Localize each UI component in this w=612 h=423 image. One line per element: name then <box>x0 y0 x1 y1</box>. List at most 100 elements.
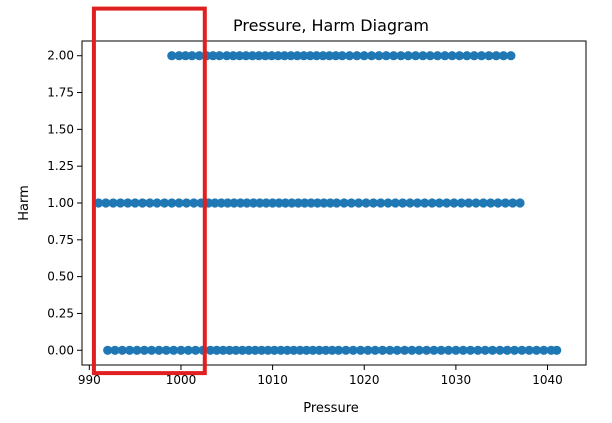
data-point <box>319 198 329 208</box>
data-point <box>176 345 186 355</box>
data-point <box>524 345 534 355</box>
x-tick-label: 990 <box>78 373 101 387</box>
data-point <box>254 51 264 61</box>
data-point <box>451 345 461 355</box>
data-point <box>493 198 503 208</box>
data-point <box>312 198 323 208</box>
data-point <box>159 198 170 208</box>
data-point <box>282 345 292 355</box>
data-point <box>191 345 201 355</box>
data-point <box>312 51 322 61</box>
data-point <box>212 345 222 355</box>
data-point <box>235 198 246 208</box>
data-point <box>101 198 111 208</box>
y-tick-label: 0.50 <box>47 270 74 284</box>
data-point <box>123 198 133 208</box>
data-point <box>359 51 369 61</box>
x-tick-label: 1030 <box>441 373 472 387</box>
data-point <box>427 198 437 208</box>
data-point <box>383 198 393 208</box>
data-point <box>273 51 283 61</box>
data-point <box>337 51 347 61</box>
data-point <box>478 198 488 208</box>
data-point <box>361 198 371 208</box>
data-point <box>115 198 126 208</box>
data-point <box>214 51 225 61</box>
data-point <box>500 198 510 208</box>
data-point <box>292 51 302 61</box>
data-point <box>429 345 439 355</box>
data-point <box>396 51 406 61</box>
data-point <box>167 198 177 208</box>
data-point <box>422 345 432 355</box>
data-point <box>405 198 415 208</box>
data-point <box>381 51 391 61</box>
data-point <box>334 345 344 355</box>
data-point <box>325 198 335 208</box>
data-point <box>412 198 422 208</box>
data-point <box>476 51 487 61</box>
y-tick-label: 0.75 <box>47 233 74 247</box>
data-point <box>318 51 328 61</box>
data-point <box>181 198 192 208</box>
data-point <box>411 51 421 61</box>
data-point <box>194 51 204 61</box>
data-point <box>224 345 235 355</box>
data-point <box>286 51 296 61</box>
data-point <box>187 51 197 61</box>
data-point <box>218 345 228 355</box>
data-point <box>154 345 164 355</box>
data-point <box>229 198 239 208</box>
x-tick-label: 1040 <box>532 373 563 387</box>
data-point <box>491 51 501 61</box>
data-point <box>242 198 252 208</box>
data-point <box>374 51 384 61</box>
data-point <box>189 198 199 208</box>
x-tick-label: 1020 <box>349 373 380 387</box>
data-point <box>248 198 258 208</box>
data-point <box>531 345 542 355</box>
data-point <box>250 345 260 355</box>
data-point <box>132 345 142 355</box>
data-point <box>210 198 220 208</box>
data-point <box>509 345 520 355</box>
data-point <box>152 198 162 208</box>
data-point <box>515 198 525 208</box>
data-point <box>390 198 400 208</box>
data-point <box>346 198 356 208</box>
data-point <box>331 51 341 61</box>
data-point <box>443 345 454 355</box>
data-point <box>378 345 388 355</box>
y-tick-label: 1.00 <box>47 196 74 210</box>
data-point <box>442 198 452 208</box>
plot-area <box>93 51 562 355</box>
y-tick-label: 2.00 <box>47 49 74 63</box>
data-point <box>167 51 177 61</box>
data-point <box>223 198 233 208</box>
data-point <box>465 345 476 355</box>
data-point <box>308 345 318 355</box>
series-harm-0 <box>103 345 562 355</box>
data-point <box>274 198 284 208</box>
data-point <box>425 51 435 61</box>
data-point <box>552 345 562 355</box>
y-tick-label: 0.00 <box>47 343 74 357</box>
data-point <box>502 345 512 355</box>
data-point <box>464 198 474 208</box>
data-point <box>161 345 171 355</box>
data-point <box>103 345 113 355</box>
data-point <box>332 198 342 208</box>
data-point <box>385 345 395 355</box>
y-tick-label: 0.25 <box>47 306 74 320</box>
data-point <box>301 345 312 355</box>
data-point <box>305 51 315 61</box>
data-point <box>306 198 316 208</box>
data-point <box>434 198 444 208</box>
data-point <box>368 198 378 208</box>
data-point <box>348 345 358 355</box>
data-point <box>228 51 238 61</box>
data-point <box>269 345 279 355</box>
data-point <box>418 51 428 61</box>
data-point <box>110 345 120 355</box>
data-point <box>261 198 271 208</box>
